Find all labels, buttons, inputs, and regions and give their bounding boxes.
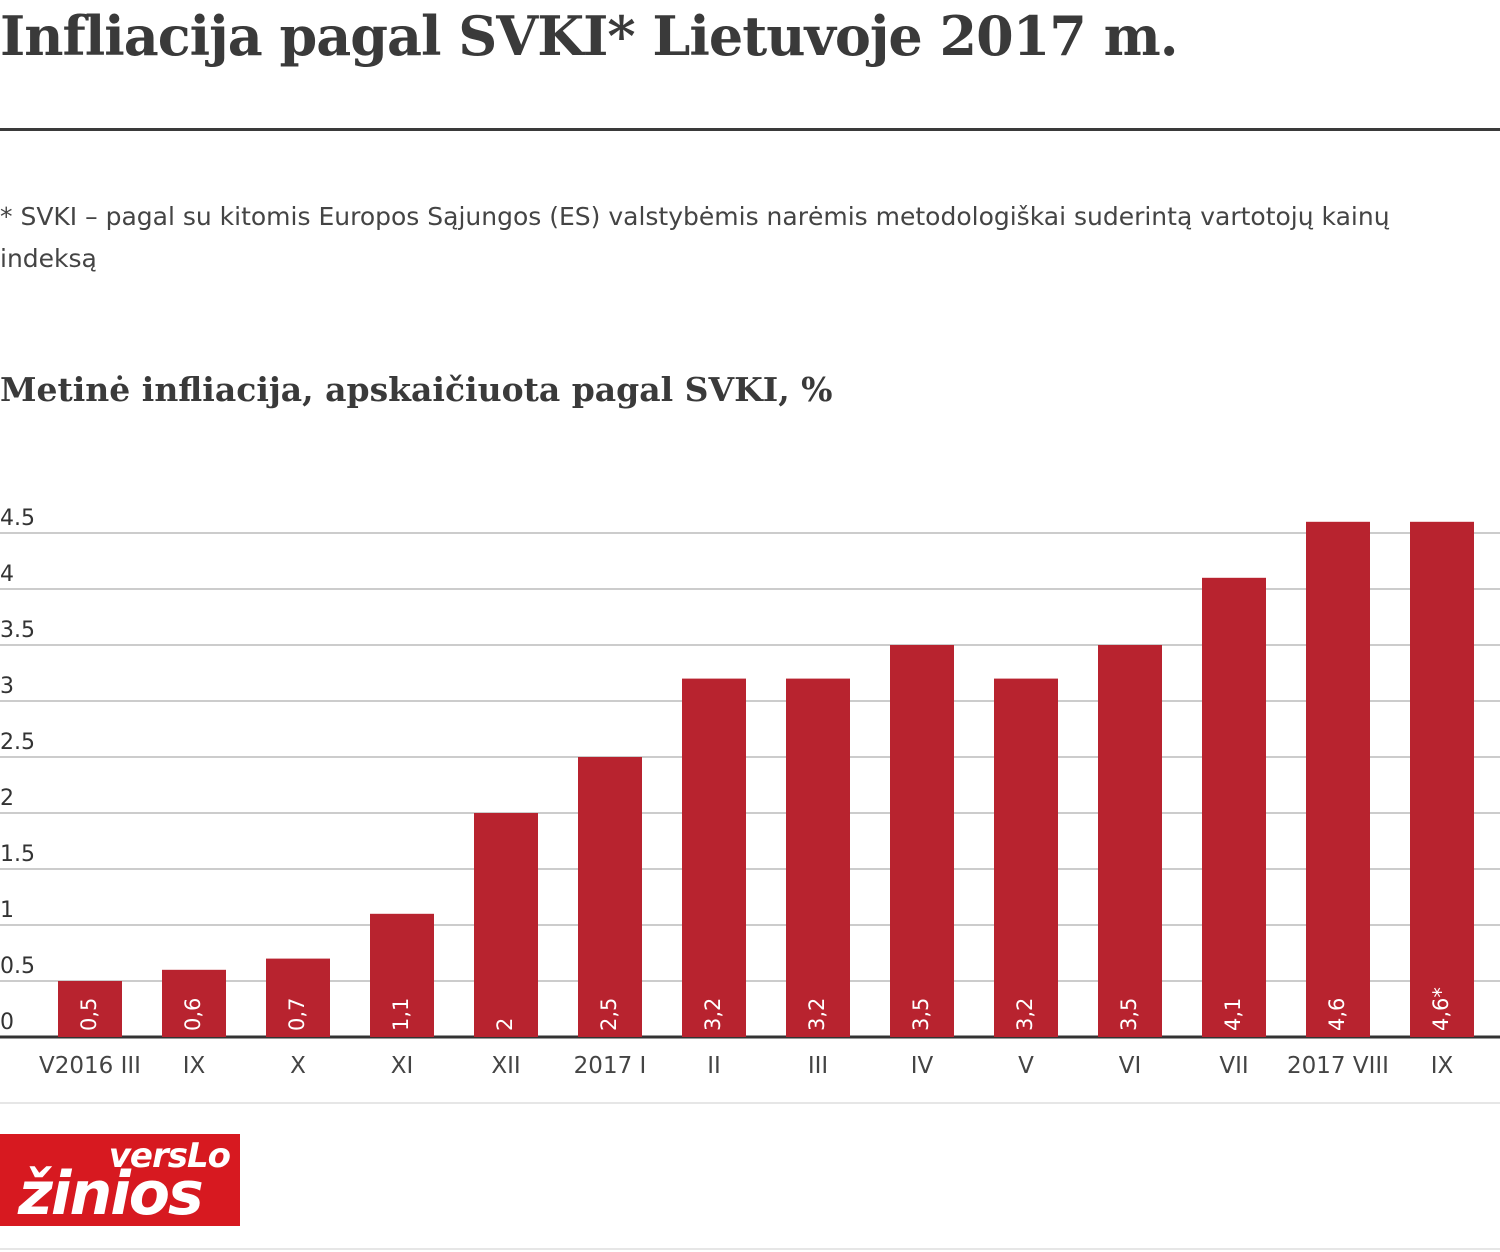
y-axis-ticks: 0 0.5 1 1.5 2 2.5 3 3.5 4 4.5 [0, 506, 35, 1035]
bar [266, 958, 330, 1037]
y-tick-label: 3.5 [0, 618, 35, 643]
bar [1410, 521, 1474, 1037]
x-tick-label: IV [911, 1053, 934, 1079]
footnote: * SVKI – pagal su kitomis Europos Sąjung… [0, 202, 1390, 273]
bar-value-label: 0,5 [77, 998, 101, 1031]
x-tick-label: V2016 III [39, 1053, 141, 1079]
x-tick-label: VII [1219, 1053, 1248, 1079]
chart-title: Metinė infliacija, apskaičiuota pagal SV… [0, 370, 833, 409]
y-tick-label: 1.5 [0, 842, 35, 867]
bar [474, 813, 538, 1037]
x-tick-label: VI [1119, 1053, 1142, 1079]
x-tick-label: XI [391, 1053, 414, 1079]
y-tick-label: 2.5 [0, 730, 35, 755]
title-divider [0, 128, 1500, 131]
y-tick-label: 1 [0, 898, 14, 923]
bar [1098, 645, 1162, 1037]
bar-value-label: 3,2 [701, 998, 725, 1031]
y-tick-label: 3 [0, 674, 14, 699]
x-tick-label: III [808, 1053, 828, 1079]
bar [162, 969, 226, 1037]
bar-value-label: 3,2 [1013, 998, 1037, 1031]
x-tick-label: IX [183, 1053, 206, 1079]
bar-value-label: 0,7 [285, 998, 309, 1031]
bar-value-label: 4,1 [1221, 998, 1245, 1031]
y-tick-label: 2 [0, 786, 14, 811]
bar [58, 981, 122, 1037]
x-tick-label: X [290, 1053, 306, 1079]
bar [994, 678, 1058, 1037]
footer-divider [0, 1248, 1500, 1250]
logo-text-top: versLo [108, 1136, 231, 1176]
bar-value-label: 3,2 [805, 998, 829, 1031]
bar-chart: 0 0.5 1 1.5 2 2.5 3 3.5 4 4.5 0,5 0,6 0,7 1,1 2 2,5 3,2… [0, 506, 1500, 1079]
bar [682, 678, 746, 1037]
x-axis-ticks: V2016 III IX X XI XII 2017 I II III IV V VI VII 2017… [39, 1053, 1453, 1079]
logo-text-bottom: žinios [18, 1159, 204, 1226]
y-tick-label: 0 [0, 1010, 14, 1035]
x-tick-label: XII [491, 1053, 520, 1079]
bar-value-label: 1,1 [389, 998, 413, 1031]
bar-value-label: 3,5 [1117, 998, 1141, 1031]
x-tick-label: IX [1431, 1053, 1454, 1079]
bar-value-label: 4,6* [1429, 987, 1453, 1031]
y-tick-label: 4.5 [0, 506, 35, 531]
bars: 0,5 0,6 0,7 1,1 2 2,5 3,2 3,2 3,5 3,2 3,5 4,1 4,6 4,6… [58, 521, 1474, 1037]
brand-logo: versLo žinios [0, 1134, 240, 1226]
bar [890, 645, 954, 1037]
bar [578, 757, 642, 1037]
bar-value-label: 0,6 [181, 998, 205, 1031]
y-tick-label: 4 [0, 562, 14, 587]
y-tick-label: 0.5 [0, 954, 35, 979]
page-title: Infliacija pagal SVKI* Lietuvoje 2017 m. [0, 4, 1179, 68]
x-tick-label: 2017 I [574, 1053, 647, 1079]
gridlines [0, 532, 1500, 1039]
x-tick-label: II [707, 1053, 721, 1079]
bar [786, 678, 850, 1037]
x-tick-label: V [1018, 1053, 1034, 1079]
x-tick-label: 2017 VIII [1287, 1053, 1389, 1079]
bar-value-label: 3,5 [909, 998, 933, 1031]
bar-value-label: 4,6 [1325, 998, 1349, 1031]
bar [1202, 577, 1266, 1037]
bar-value-label: 2,5 [597, 998, 621, 1031]
bottom-divider [0, 1102, 1500, 1104]
bar [1306, 521, 1370, 1037]
bar-value-label: 2 [493, 1018, 517, 1031]
bar [370, 913, 434, 1037]
